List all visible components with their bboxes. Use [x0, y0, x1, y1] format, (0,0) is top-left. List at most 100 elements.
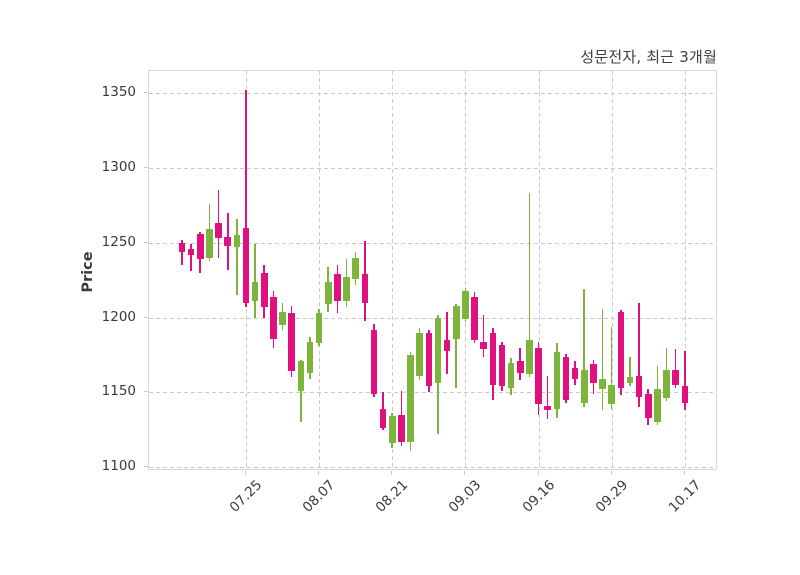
candle-body: [626, 377, 634, 384]
y-axis-label: Price: [80, 251, 96, 293]
x-tick-mark: [683, 471, 685, 475]
gridline-horizontal: [149, 93, 716, 95]
candle-wick: [181, 239, 183, 266]
plot-area: [148, 70, 717, 470]
y-tick-mark: [144, 466, 148, 468]
candle-body: [270, 296, 277, 339]
candle-body: [617, 311, 625, 388]
candle-body: [324, 281, 332, 305]
candle-body: [388, 416, 396, 444]
candle-body: [196, 233, 204, 260]
candle-body: [516, 361, 524, 373]
candle-wick: [629, 356, 631, 387]
candle-body: [654, 389, 661, 423]
x-tick-label: 09.16: [519, 477, 558, 516]
candle-body: [672, 369, 679, 385]
candle-body: [608, 384, 615, 405]
candle-body: [288, 313, 295, 372]
candle-body: [187, 248, 195, 255]
gridline-vertical: [465, 71, 467, 469]
candle-wick: [638, 302, 640, 408]
candle-wick: [601, 308, 604, 411]
candle-body: [407, 355, 414, 442]
candle-wick: [254, 244, 256, 318]
candle-body: [251, 281, 259, 302]
candle-body: [571, 368, 579, 379]
y-tick-mark: [144, 241, 148, 243]
candle-body: [599, 378, 606, 390]
candle-body: [343, 277, 350, 302]
x-tick-label: 08.07: [299, 477, 339, 516]
candle-body: [224, 236, 231, 246]
candle-body: [498, 344, 506, 387]
candle-body: [590, 364, 597, 384]
candle-body: [178, 242, 186, 252]
candle-body: [452, 305, 460, 339]
candle-body: [471, 296, 478, 341]
x-tick-label: 07.25: [226, 477, 266, 516]
candle-body: [297, 361, 305, 391]
y-tick-label: 1300: [101, 158, 136, 175]
candle-body: [443, 340, 451, 351]
candle-body: [416, 332, 423, 376]
candle-wick: [546, 375, 549, 420]
x-tick-label: 10.17: [665, 477, 705, 516]
candle-body: [215, 223, 222, 239]
y-tick-label: 1100: [101, 458, 136, 475]
gridline-horizontal: [149, 167, 716, 169]
candle-body: [644, 393, 652, 418]
candle-body: [434, 317, 442, 384]
candle-body: [352, 257, 359, 279]
x-tick-mark: [464, 471, 466, 475]
candle-body: [306, 341, 314, 373]
candle-body: [398, 414, 405, 442]
x-tick-mark: [610, 471, 612, 475]
candle-wick: [482, 314, 485, 357]
candle-body: [535, 347, 542, 405]
candle-body: [681, 386, 689, 403]
candle-wick: [236, 218, 238, 296]
gridline-vertical: [319, 71, 321, 469]
y-tick-label: 1150: [101, 383, 136, 400]
candle-body: [544, 405, 551, 411]
x-tick-mark: [537, 471, 539, 475]
candle-body: [279, 311, 286, 326]
y-tick-mark: [144, 391, 148, 393]
candle-wick: [300, 359, 302, 423]
candle-body: [425, 332, 433, 387]
chart-title: 성문전자, 최근 3개월: [580, 48, 717, 66]
gridline-vertical: [684, 71, 686, 469]
candle-body: [562, 356, 570, 400]
candle-wick: [674, 349, 677, 388]
candle-body: [334, 274, 341, 302]
gridline-horizontal: [149, 467, 716, 469]
y-tick-label: 1350: [101, 84, 136, 101]
candle-body: [553, 352, 561, 409]
candle-wick: [583, 289, 586, 408]
y-tick-mark: [144, 92, 148, 94]
gridline-vertical: [392, 71, 394, 469]
candle-wick: [190, 244, 192, 272]
candle-body: [663, 369, 670, 399]
candle-body: [480, 341, 487, 350]
candle-body: [507, 362, 515, 388]
y-tick-mark: [144, 316, 148, 318]
y-tick-label: 1250: [101, 233, 136, 250]
gridline-horizontal: [149, 317, 716, 319]
x-tick-mark: [391, 471, 393, 475]
candle-body: [206, 229, 213, 258]
candle-wick: [610, 326, 613, 409]
gridline-horizontal: [149, 392, 716, 394]
candle-wick: [245, 90, 247, 308]
candle-body: [379, 408, 387, 429]
candle-body: [370, 329, 378, 394]
x-tick-label: 09.03: [446, 477, 485, 516]
candle-body: [462, 290, 469, 320]
gridline-vertical: [611, 71, 613, 469]
x-tick-mark: [244, 471, 246, 475]
candle-body: [242, 227, 250, 303]
candle-body: [361, 274, 369, 303]
candle-body: [526, 340, 533, 375]
candle-body: [315, 313, 323, 344]
